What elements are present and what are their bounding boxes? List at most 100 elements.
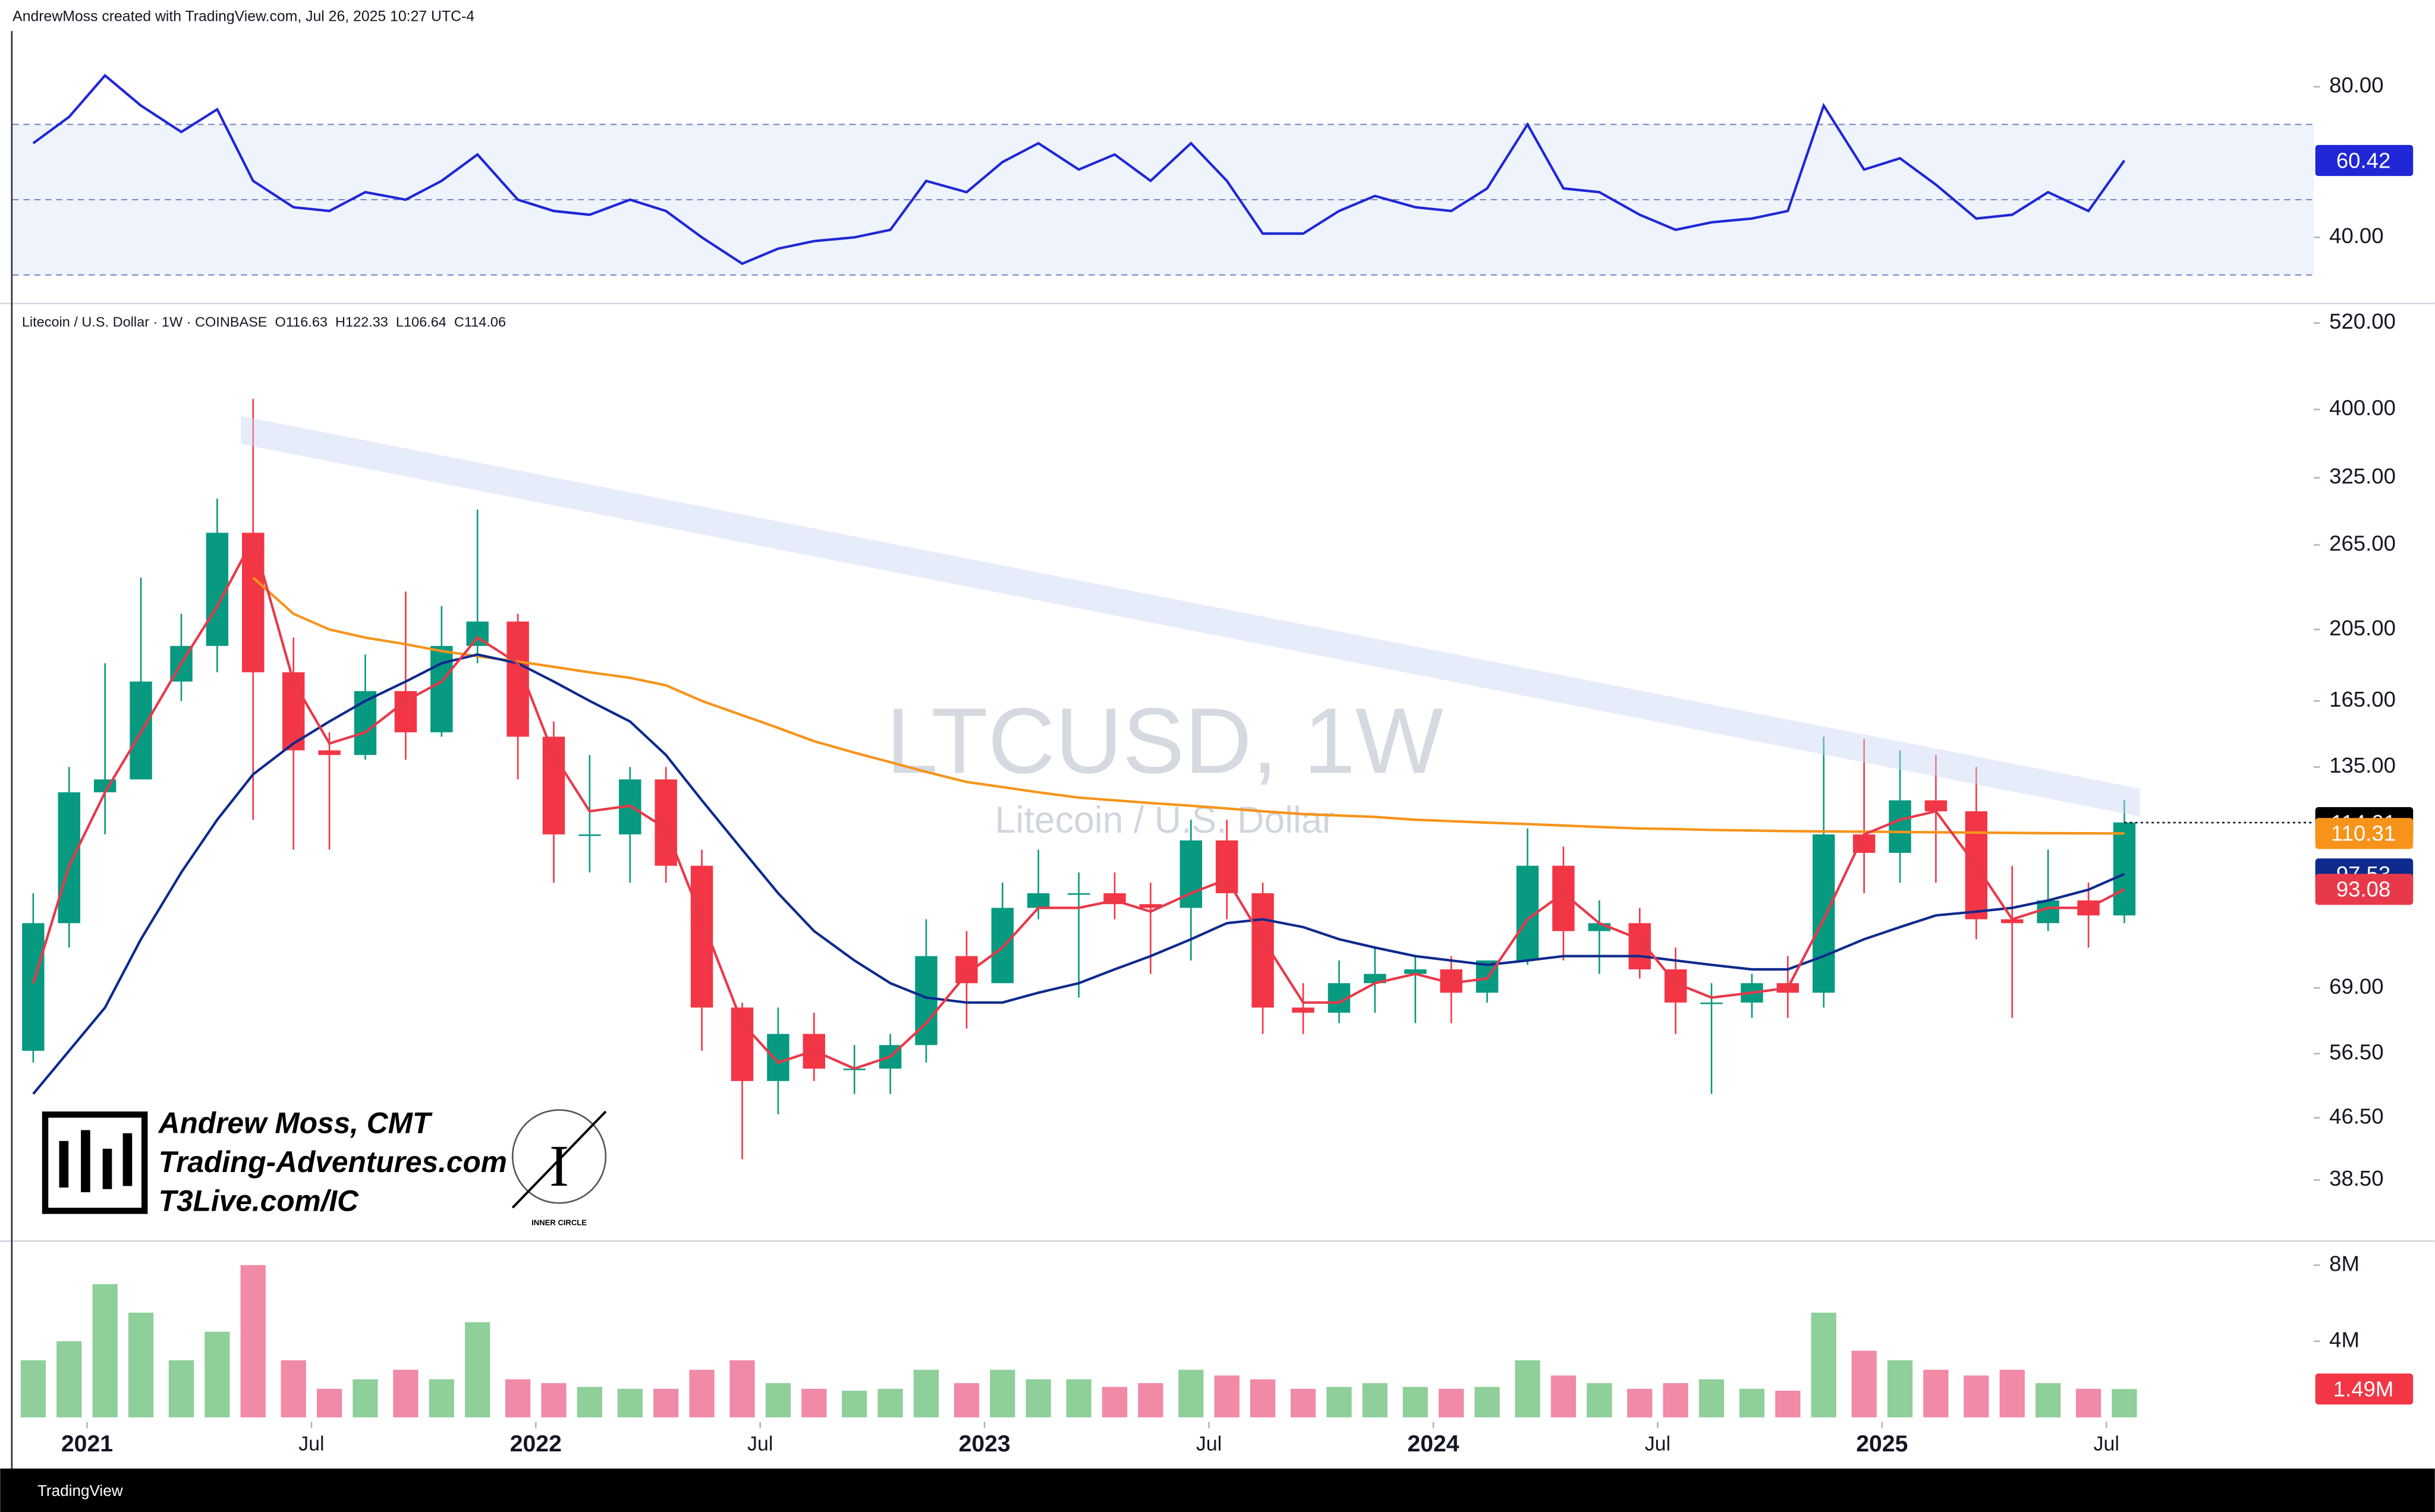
y-tick-label: 265.00 [2329, 531, 2396, 556]
brand-link: T3Live.com/IC [159, 1184, 360, 1217]
volume-bar [1102, 1387, 1128, 1418]
volume-bar [1739, 1388, 1765, 1418]
volume-bar [1923, 1369, 1949, 1418]
x-tick-label: 2021 [61, 1431, 113, 1457]
y-tick-label: 4M [2329, 1327, 2360, 1352]
volume-bar [1964, 1375, 1989, 1418]
trend-channel [241, 415, 2140, 817]
volume-bar [689, 1369, 715, 1418]
badge-letter: I [549, 1134, 569, 1199]
candle-body [282, 672, 305, 751]
price-tag-label: 110.31 [2331, 821, 2396, 846]
volume-bar [1887, 1360, 1913, 1418]
volume-bar [2112, 1389, 2137, 1418]
watermark: LTCUSD, 1W [886, 689, 1443, 793]
moving-average [32, 653, 2125, 1095]
watermark-subtitle: Litecoin / U.S. Dollar [995, 799, 1335, 841]
x-tick-label: Jul [298, 1433, 324, 1456]
brand-name: Andrew Moss, CMT [158, 1107, 433, 1140]
price-pane: 520.00 400.00 325.00 265.00 205.00 165.00 135.… [22, 309, 2414, 1190]
volume-bar [281, 1360, 306, 1418]
volume-bar [1178, 1369, 1204, 1418]
volume-bar [617, 1388, 643, 1418]
x-tick-label: Jul [747, 1433, 773, 1456]
price-tag [2315, 818, 2414, 849]
moving-average [252, 577, 2125, 835]
branding: Andrew Moss, CMT Trading-Adventures.com … [42, 1107, 607, 1227]
logo-bar [102, 1148, 112, 1189]
price-tag-label: 60.42 [2336, 148, 2390, 172]
volume-bar [429, 1379, 454, 1418]
candle-body [1216, 840, 1238, 893]
candle-body [767, 1034, 789, 1081]
candle-body [991, 908, 1014, 984]
candle-body [22, 923, 45, 1051]
volume-bar [1326, 1387, 1352, 1418]
header: AndrewMoss created with TradingView.com,… [12, 8, 474, 24]
volume-bar [92, 1284, 118, 1418]
volume-bar [765, 1383, 791, 1418]
candle-body [1404, 969, 1427, 974]
volume-bar [240, 1265, 266, 1418]
y-tick-label: 69.00 [2329, 974, 2383, 998]
x-tick-label: Jul [2094, 1433, 2119, 1456]
volume-bar [2075, 1388, 2101, 1418]
candle-body [1067, 893, 1090, 895]
moving-average [32, 536, 2125, 1070]
y-tick-label: 165.00 [2329, 687, 2396, 711]
volume-bar [205, 1331, 230, 1418]
y-tick-label: 400.00 [2329, 396, 2396, 420]
volume-bar [653, 1388, 679, 1418]
volume-bar [1362, 1383, 1388, 1418]
volume-bar [1066, 1379, 1091, 1418]
badge-stroke [511, 1110, 607, 1209]
volume-bar [1250, 1379, 1276, 1418]
price-tag-label: 1.49M [2333, 1376, 2394, 1401]
logo-bar [81, 1130, 90, 1192]
volume-bar [1402, 1387, 1428, 1418]
candle-body [430, 645, 453, 733]
brand-site: Trading-Adventures.com [159, 1145, 507, 1179]
price-tag [2315, 1373, 2414, 1405]
footer-text: TradingView [37, 1482, 123, 1500]
volume-bar [1587, 1383, 1612, 1418]
volume-bar [1550, 1375, 1577, 1418]
x-tick-label: Jul [1645, 1433, 1670, 1456]
symbol-legend: Litecoin / U.S. Dollar · 1W · COINBASE O… [22, 314, 506, 329]
volume-bar [1663, 1383, 1688, 1418]
volume-bar [729, 1360, 755, 1418]
volume-bar [1999, 1369, 2025, 1418]
candle-body [206, 533, 229, 646]
volume-bar [2036, 1383, 2061, 1418]
volume-bar [1138, 1383, 1163, 1418]
candle-body [2113, 822, 2136, 916]
volume-bar [316, 1388, 342, 1418]
volume-bar [801, 1388, 827, 1418]
x-tick-label: 2024 [1407, 1431, 1459, 1457]
volume-bar [353, 1379, 378, 1418]
y-tick-label: 325.00 [2329, 464, 2396, 489]
volume-bar [1811, 1312, 1836, 1418]
volume-bar [1775, 1390, 1801, 1418]
candle-body [58, 792, 80, 924]
y-tick-label: 46.50 [2329, 1104, 2383, 1128]
candle-body [2037, 900, 2059, 924]
x-tick-label: Jul [1196, 1433, 1222, 1456]
volume-bar [1025, 1379, 1051, 1418]
volume-bar [954, 1383, 980, 1418]
volume-bar [1698, 1379, 1725, 1418]
candle-body [2001, 919, 2024, 924]
candle-body [1924, 800, 1948, 812]
candle-body [1027, 893, 1050, 908]
candle-body [318, 750, 341, 755]
volume-bar [541, 1383, 567, 1418]
candle-body [242, 533, 265, 673]
volume-bar [1290, 1388, 1316, 1418]
volume-bar [128, 1312, 154, 1418]
volume-bar [1627, 1388, 1653, 1418]
rsi-band [12, 124, 2314, 275]
y-tick-label: 40.00 [2329, 223, 2383, 248]
volume-bar [577, 1387, 603, 1418]
volume-bar [1439, 1388, 1464, 1418]
candle-body [1628, 923, 1651, 969]
